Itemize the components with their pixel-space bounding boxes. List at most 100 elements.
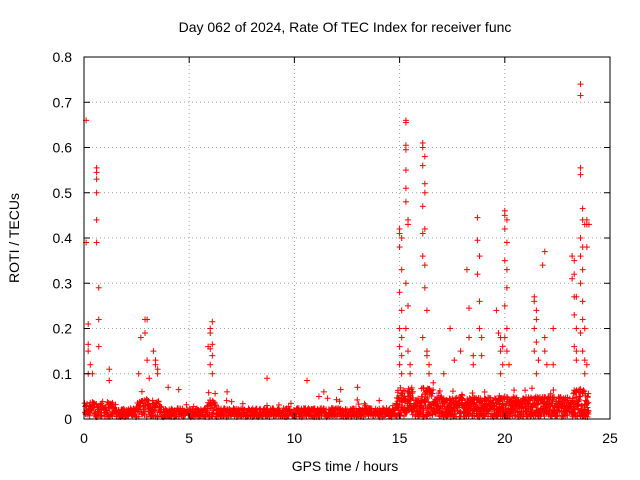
data-point (571, 311, 578, 318)
data-point (539, 262, 546, 269)
data-point (137, 334, 144, 341)
data-point (424, 394, 431, 401)
data-point (474, 214, 481, 221)
data-point (144, 357, 151, 364)
data-point (419, 230, 426, 237)
data-point (394, 389, 401, 396)
data-point (112, 401, 119, 408)
data-point (497, 348, 504, 355)
data-point (209, 352, 216, 359)
data-point (398, 334, 405, 341)
data-point (138, 388, 145, 395)
data-point (400, 413, 407, 420)
data-point (503, 216, 510, 223)
data-point (193, 405, 200, 412)
data-point (95, 284, 102, 291)
data-point (93, 239, 100, 246)
data-point (388, 411, 395, 418)
data-point (146, 375, 153, 382)
data-point (577, 330, 584, 337)
data-point (336, 398, 343, 405)
data-point (493, 307, 500, 314)
y-tick-label: 0 (64, 411, 72, 427)
data-point (93, 216, 100, 223)
data-point (407, 361, 414, 368)
data-point (522, 387, 529, 394)
data-point (584, 394, 591, 401)
y-tick-label: 0.1 (53, 366, 73, 382)
x-tick-label: 25 (602, 430, 618, 446)
data-point (499, 361, 506, 368)
data-point (501, 334, 508, 341)
data-point (86, 412, 93, 419)
data-point (579, 266, 586, 273)
data-point (405, 221, 412, 228)
data-point (585, 408, 592, 415)
data-point (501, 302, 508, 309)
data-point (419, 334, 426, 341)
data-point (420, 407, 427, 414)
data-point (209, 318, 216, 325)
data-point (436, 387, 443, 394)
data-point (405, 385, 412, 392)
data-point (579, 205, 586, 212)
data-point (355, 401, 362, 408)
data-point (93, 169, 100, 176)
data-point (396, 244, 403, 251)
data-point (451, 357, 458, 364)
data-point (405, 348, 412, 355)
data-point (402, 119, 409, 126)
data-point (207, 397, 214, 404)
data-point (430, 386, 437, 393)
data-point (103, 407, 110, 414)
data-point (398, 235, 405, 241)
data-point (452, 411, 459, 418)
data-point (577, 280, 584, 287)
data-point (531, 325, 538, 332)
data-point (209, 370, 216, 377)
data-point (430, 379, 437, 386)
data-point (481, 388, 488, 395)
data-point (224, 388, 231, 395)
data-point (402, 325, 409, 332)
data-point (207, 330, 214, 337)
data-point (324, 395, 331, 402)
data-point (398, 352, 405, 359)
data-point (209, 341, 216, 348)
data-point (571, 271, 578, 278)
data-point (205, 389, 212, 396)
data-point (89, 370, 96, 377)
data-point (495, 330, 502, 337)
data-point (572, 388, 579, 395)
data-point (354, 396, 361, 403)
data-point (501, 225, 508, 232)
data-point (421, 180, 428, 187)
data-point (396, 325, 403, 332)
data-point (264, 402, 271, 409)
data-point (207, 361, 214, 368)
data-point (402, 167, 409, 174)
data-point (142, 330, 149, 337)
data-point (376, 397, 383, 404)
data-point (304, 377, 311, 384)
y-tick-label: 0.4 (53, 230, 73, 246)
x-tick-label: 10 (287, 430, 303, 446)
data-points (81, 81, 592, 421)
data-point (490, 399, 497, 406)
data-point (581, 357, 588, 364)
data-point (580, 387, 587, 394)
y-tick-label: 0.6 (53, 140, 73, 156)
data-point (581, 370, 588, 377)
data-point (95, 316, 102, 323)
data-point (476, 253, 483, 260)
data-point (478, 334, 485, 341)
data-point (503, 284, 510, 291)
data-point (533, 307, 540, 314)
y-tick-label: 0.8 (53, 49, 73, 65)
plot-frame (83, 56, 611, 420)
data-point (419, 253, 426, 260)
data-point (449, 388, 456, 395)
data-point (503, 348, 510, 355)
data-point (469, 390, 476, 397)
data-point (497, 370, 504, 377)
